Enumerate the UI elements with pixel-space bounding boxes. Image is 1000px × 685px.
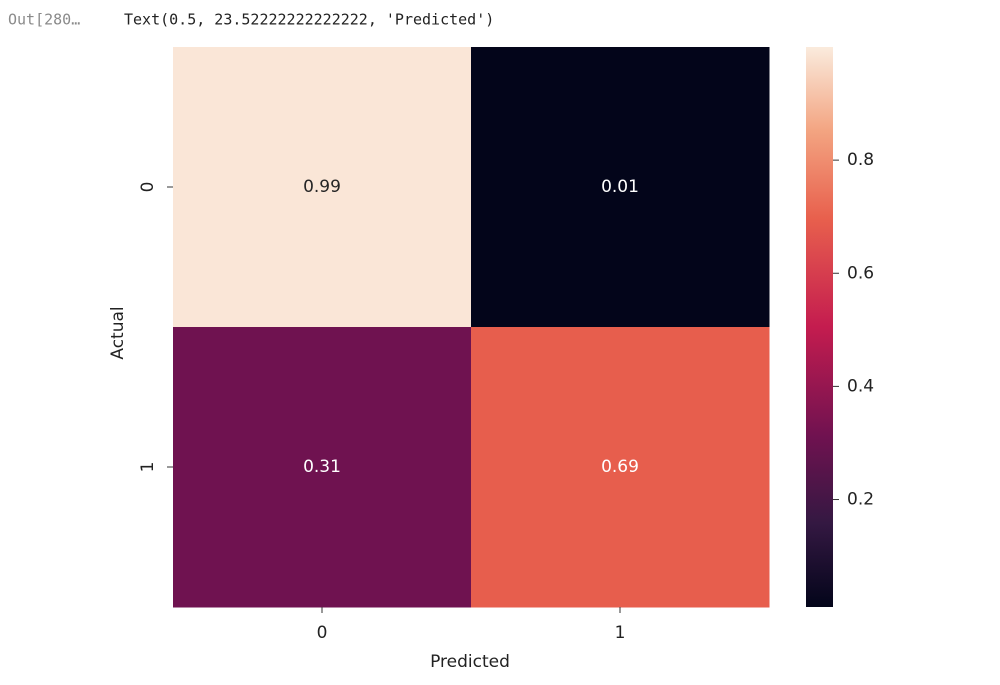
x-axis-label: Predicted — [430, 652, 510, 672]
y-tick-label: 0 — [138, 182, 158, 193]
cell-label: 0.31 — [303, 457, 341, 477]
colorbar-tick-label: 0.8 — [847, 150, 874, 170]
cell-label: 0.99 — [303, 177, 341, 197]
heatmap-cell — [471, 327, 770, 608]
heatmap-cell — [471, 47, 770, 328]
cell-label: 0.01 — [601, 177, 639, 197]
heatmap-cell — [173, 47, 472, 328]
y-axis-label: Actual — [108, 306, 128, 359]
colorbar — [806, 47, 833, 607]
colorbar-tick-label: 0.2 — [847, 490, 874, 510]
x-tick-label: 0 — [317, 623, 328, 643]
colorbar-tick-label: 0.6 — [847, 263, 874, 283]
x-tick-label: 1 — [615, 623, 626, 643]
cell-label: 0.69 — [601, 457, 639, 477]
output-text: Text(0.5, 23.52222222222222, 'Predicted'… — [124, 11, 494, 29]
output-prompt: Out[280… — [8, 11, 80, 29]
heatmap-cell — [173, 327, 472, 608]
y-tick-label: 1 — [138, 462, 158, 473]
colorbar-tick-label: 0.4 — [847, 376, 874, 396]
